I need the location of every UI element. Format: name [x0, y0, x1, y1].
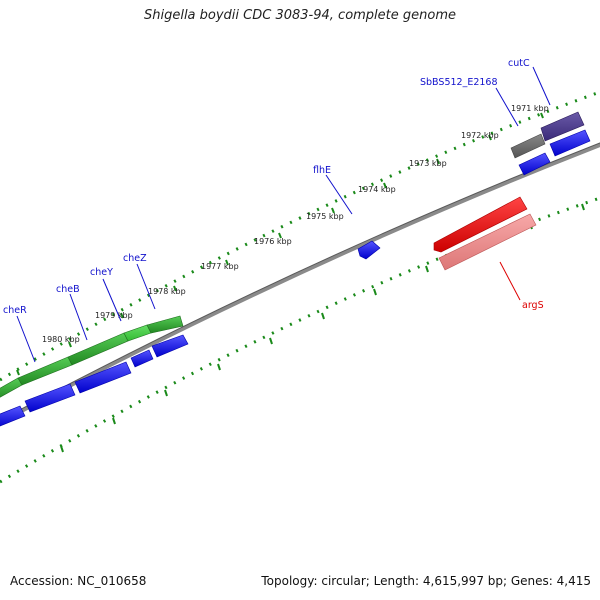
gene-label-cheY[interactable]: cheY — [90, 267, 113, 278]
leader-SbBS512_E2168 — [495, 87, 519, 127]
map-title: Shigella boydii CDC 3083-94, complete ge… — [143, 8, 457, 23]
leader-cheY — [102, 278, 122, 322]
scale-label-1974: 1974 kbp — [358, 185, 396, 194]
gene-bar-cheB[interactable] — [17, 356, 73, 386]
gene-label-argS[interactable]: argS — [522, 300, 544, 311]
gene-bar-cheR[interactable] — [0, 377, 23, 400]
scale-label-1973: 1973 kbp — [409, 159, 447, 168]
leader-cheZ — [136, 263, 156, 310]
scale-label-1971: 1971 kbp — [511, 104, 549, 113]
inner-scale-ticks — [0, 196, 600, 484]
cds-features[interactable] — [0, 129, 591, 428]
cds-arrow-6[interactable] — [518, 152, 551, 176]
scale-label-1976: 1976 kbp — [254, 237, 292, 246]
scale-label-1977: 1977 kbp — [201, 262, 239, 271]
gene-bar-cutC[interactable] — [540, 111, 585, 142]
gene-label-cutC[interactable]: cutC — [508, 58, 530, 69]
gene-label-SbBS512_E2168[interactable]: SbBS512_E2168 — [420, 77, 498, 88]
gene-features-other[interactable] — [510, 111, 585, 159]
gene-label-cheB[interactable]: cheB — [56, 284, 80, 295]
scale-label-1975: 1975 kbp — [306, 212, 344, 221]
gene-features-green[interactable] — [0, 315, 184, 400]
cds-arrow-3[interactable] — [74, 361, 132, 394]
cds-arrow-2[interactable] — [24, 383, 76, 413]
cds-arrow-5[interactable] — [151, 334, 189, 358]
outer-scale-ticks — [0, 90, 600, 382]
cds-arrow-flhE[interactable] — [357, 240, 381, 260]
gene-bar-cheZ-a[interactable] — [123, 324, 152, 342]
genome-backbone-inner — [0, 142, 600, 421]
cds-arrow-7[interactable] — [549, 129, 591, 157]
gene-label-flhE[interactable]: flhE — [313, 165, 331, 176]
outer-major-ticks — [16, 112, 544, 376]
scale-label-1972: 1972 kbp — [461, 131, 499, 140]
leader-flhE — [325, 174, 353, 215]
cds-arrow-argS[interactable] — [433, 196, 528, 253]
scale-label-1978: 1978 kbp — [148, 287, 186, 296]
accession-text: Accession: NC_010658 — [10, 574, 147, 588]
cds-arrow-4[interactable] — [130, 349, 154, 368]
gene-label-cheR[interactable]: cheR — [3, 305, 27, 316]
scale-label-1979: 1979 kbp — [95, 311, 133, 320]
gene-bar-SbBS512_E2168[interactable] — [510, 133, 546, 159]
gene-bar-argS[interactable] — [438, 213, 537, 271]
gene-bar-cheZ-b[interactable] — [146, 315, 184, 334]
genome-summary-text: Topology: circular; Length: 4,615,997 bp… — [261, 574, 591, 588]
gene-features-red[interactable] — [433, 196, 537, 271]
leader-cheR — [16, 315, 36, 363]
leader-argS — [499, 261, 521, 301]
scale-label-1980: 1980 kbp — [42, 335, 80, 344]
cds-arrow-1[interactable] — [0, 405, 26, 428]
leader-cutC — [532, 66, 551, 106]
gene-label-cheZ[interactable]: cheZ — [123, 253, 147, 264]
leader-cheB — [69, 293, 88, 341]
